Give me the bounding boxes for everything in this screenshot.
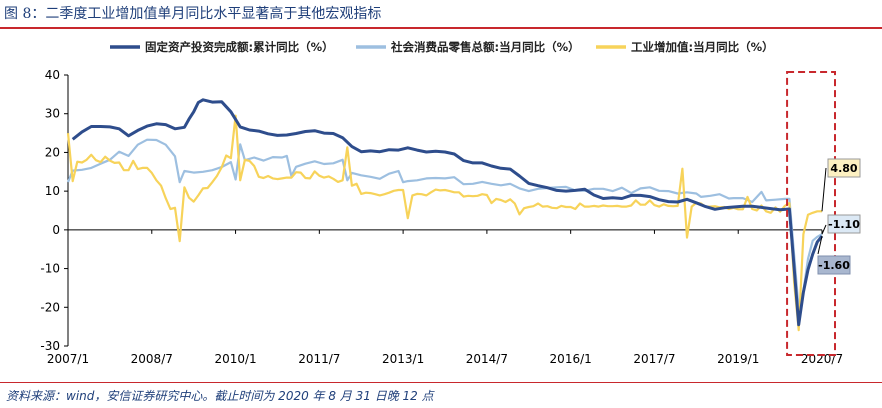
x-axis: 2007/1 2008/7 2010/1 2011/7 2013/1 2014/7 2016…	[47, 229, 843, 366]
annotation-box	[827, 158, 861, 178]
title-divider	[0, 27, 882, 29]
x-tick-label: 2016/1	[550, 352, 592, 366]
series-line-1	[71, 98, 824, 327]
y-tick-label: 40	[45, 68, 60, 82]
line-chart: 固定资产投资完成额:累计同比（%） 社会消费品零售总额:当月同比（%） 工业增加值:…	[40, 40, 861, 366]
legend-label-2: 社会消费品零售总额:当月同比（%）	[390, 40, 580, 54]
value-annotations: 4.80 -1.10 -1.60	[817, 158, 861, 275]
y-tick-label: -30	[40, 339, 60, 353]
series-line-2	[66, 138, 823, 311]
highlight-box	[786, 71, 837, 356]
y-tick-label: 20	[45, 145, 60, 159]
x-tick-label: 2011/7	[298, 352, 340, 366]
footer-divider	[0, 382, 882, 383]
x-tick-label: 2019/1	[717, 352, 759, 366]
legend: 固定资产投资完成额:累计同比（%） 社会消费品零售总额:当月同比（%） 工业增加值:…	[110, 40, 774, 54]
annotation-label: -1.10	[828, 218, 860, 231]
annotation-box	[817, 255, 851, 275]
legend-label-3: 工业增加值:当月同比（%）	[631, 40, 774, 54]
x-tick-label: 2017/7	[633, 352, 675, 366]
y-axis: -30 -20 -10 0 10 20 30 40	[40, 68, 69, 353]
y-tick-label: 10	[45, 184, 60, 198]
source-note: 资料来源：wind，安信证券研究中心。截止时间为 2020 年 8 月 31 日…	[6, 389, 434, 403]
annotation-box	[827, 214, 861, 234]
series-line-3	[66, 114, 822, 332]
annotation-leader	[821, 224, 827, 235]
x-tick-label: 2010/1	[214, 352, 256, 366]
y-tick-label: 0	[52, 223, 60, 237]
y-tick-label: 30	[45, 107, 60, 121]
highlight-rectangle	[786, 71, 837, 356]
x-tick-label: 2013/1	[382, 352, 424, 366]
figure-title: 图 8：二季度工业增加值单月同比水平显著高于其他宏观指标	[4, 6, 382, 22]
annotation-leader	[821, 167, 827, 212]
y-tick-label: -10	[40, 262, 60, 276]
x-tick-label: 2014/7	[466, 352, 508, 366]
legend-label-1: 固定资产投资完成额:累计同比（%）	[145, 40, 334, 54]
y-tick-label: -20	[40, 300, 60, 314]
annotation-label: 4.80	[830, 162, 857, 175]
x-tick-label: 2007/1	[47, 352, 89, 366]
annotation-leader	[817, 235, 823, 255]
annotation-label: -1.60	[818, 259, 850, 272]
x-tick-label: 2008/7	[131, 352, 173, 366]
series-lines	[66, 98, 824, 332]
